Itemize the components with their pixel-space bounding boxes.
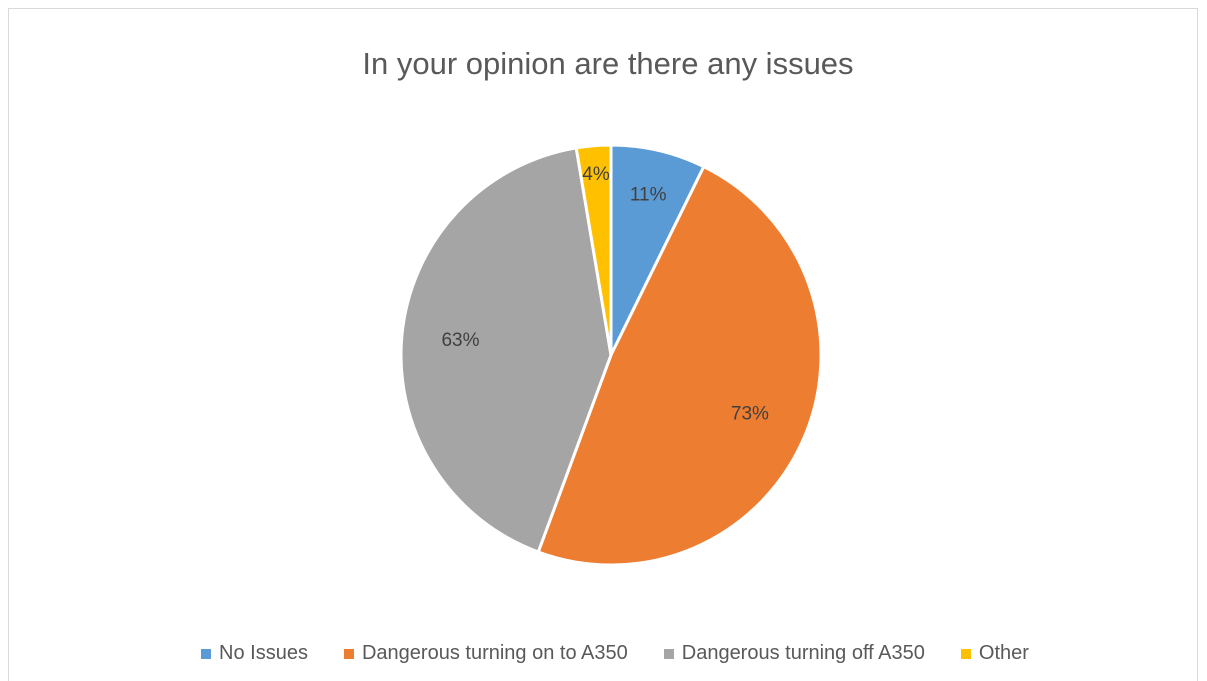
legend-item-dangerous-turning-off: Dangerous turning off A350 (663, 642, 925, 665)
legend-label-dangerous-turning-on: Dangerous turning on to A350 (361, 642, 628, 664)
pie-slice-dangerous-turning-on-to-a350 (536, 164, 823, 567)
legend-swatch-other (960, 648, 971, 659)
data-label-other: 4% (582, 164, 610, 185)
legend-swatch-no-issues (201, 648, 212, 659)
legend-label-other: Other (978, 642, 1029, 664)
pie-slice-other (574, 143, 613, 356)
legend-swatch-dangerous-turning-off (663, 648, 674, 659)
chart-title: In your opinion are there any issues (362, 46, 854, 81)
data-label-dangerous-turning-off-a350: 63% (441, 330, 479, 351)
legend-label-no-issues: No Issues (219, 642, 308, 664)
legend-item-no-issues: No Issues (201, 642, 308, 665)
data-label-no-issues: 11% (630, 184, 667, 205)
legend-item-dangerous-turning-on: Dangerous turning on to A350 (343, 642, 628, 665)
pie-slice-dangerous-turning-off-a350 (399, 146, 613, 554)
legend-swatch-dangerous-turning-on (343, 648, 354, 659)
legend-item-other: Other (960, 642, 1029, 665)
legend-label-dangerous-turning-off: Dangerous turning off A350 (681, 642, 925, 664)
data-label-dangerous-turning-on-to-a350: 73% (731, 404, 769, 425)
chart-legend: No Issues Dangerous turning on to A350 D… (0, 642, 1207, 665)
